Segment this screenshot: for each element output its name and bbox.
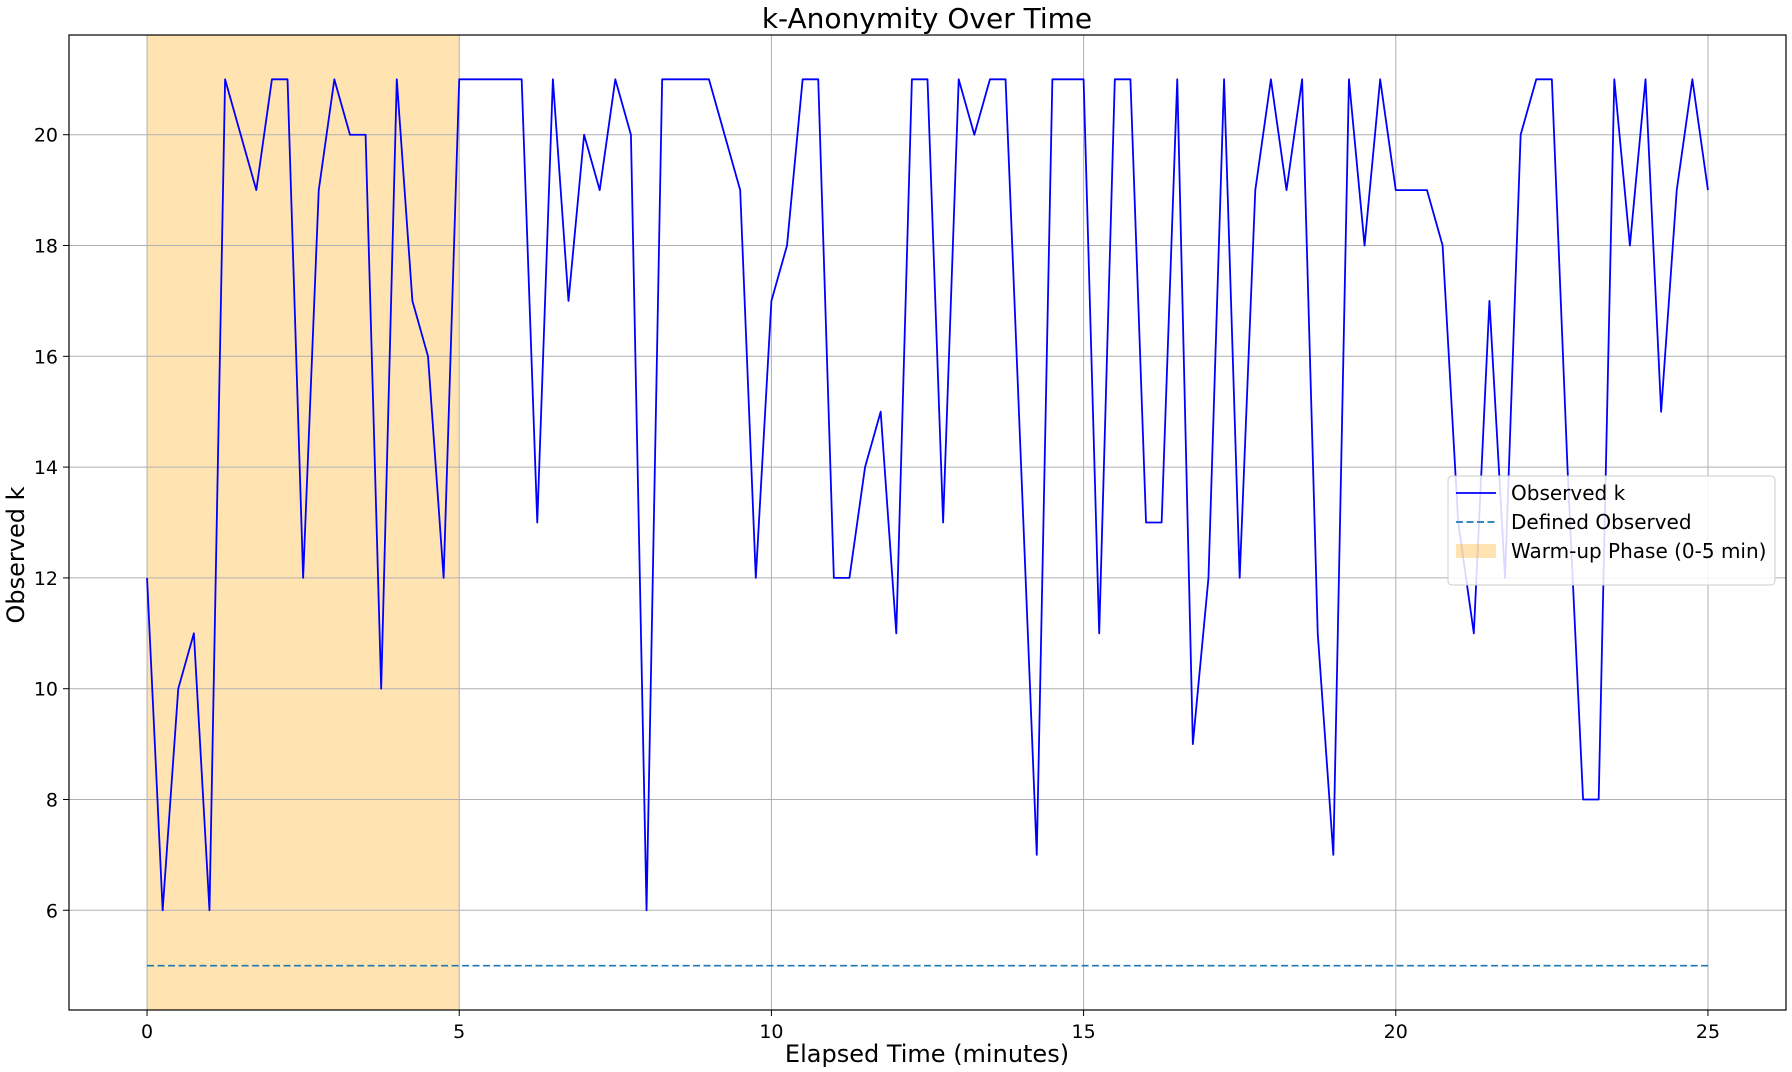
y-axis-title: Observed k: [2, 486, 30, 623]
y-tick-label-16: 16: [34, 346, 58, 368]
y-tick-label-12: 12: [34, 568, 58, 590]
chart-title: k-Anonymity Over Time: [762, 2, 1092, 35]
y-tick-label-8: 8: [46, 789, 58, 811]
legend-label-2: Warm-up Phase (0-5 min): [1511, 539, 1766, 563]
series-line-0: [146, 78, 1709, 912]
y-tick-label-18: 18: [34, 236, 58, 258]
y-tick-label-14: 14: [34, 457, 58, 479]
x-tick-label-0: 0: [141, 1021, 153, 1043]
x-axis-title: Elapsed Time (minutes): [785, 1040, 1069, 1068]
y-tick-label-20: 20: [34, 125, 58, 147]
x-tick-label-25: 25: [1696, 1021, 1720, 1043]
legend-swatch-2: [1456, 544, 1496, 558]
y-tick-label-10: 10: [34, 679, 58, 701]
x-tick-label-5: 5: [453, 1021, 465, 1043]
legend-label-0: Observed k: [1511, 481, 1626, 505]
warmup-shaded-region-0: [147, 35, 460, 1010]
plot-area: 0 5 10 15 20 25 6 8 10 12 14 16 18 20 Observed k Define…: [34, 34, 1787, 1043]
y-tick-label-6: 6: [46, 900, 58, 922]
x-tick-label-20: 20: [1384, 1021, 1408, 1043]
legend-label-1: Defined Observed: [1511, 510, 1692, 534]
x-tick-label-15: 15: [1071, 1021, 1095, 1043]
x-tick-label-10: 10: [759, 1021, 783, 1043]
plot-frame: [68, 34, 1787, 1011]
legend-box: [1447, 475, 1776, 586]
